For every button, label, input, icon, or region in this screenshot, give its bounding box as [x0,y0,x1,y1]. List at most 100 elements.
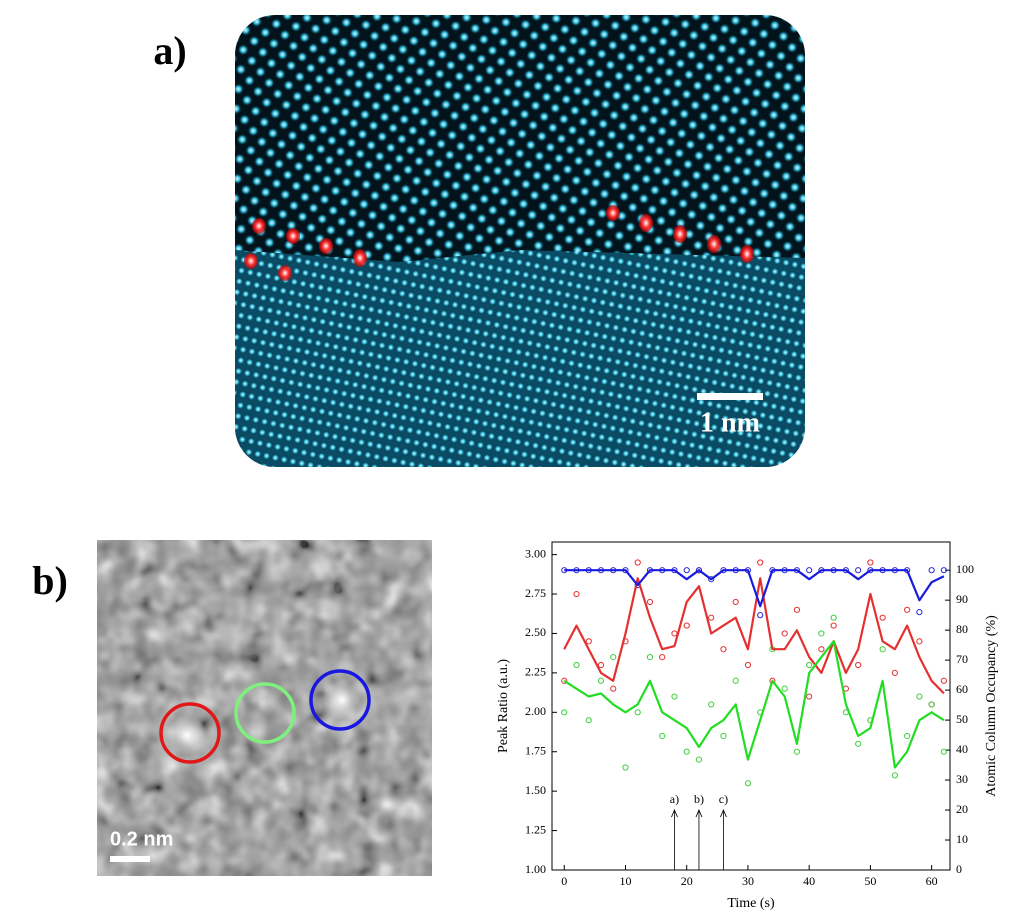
data-point [855,567,862,574]
data-point [928,701,935,708]
data-point [940,567,947,574]
series-line [563,640,945,769]
data-point [867,559,874,566]
y2-tick-label: 40 [956,742,968,756]
data-point [561,677,568,684]
data-point [830,614,837,621]
y-tick-label: 2.50 [525,625,546,639]
y-tick-label: 1.50 [525,783,546,797]
y2-tick-label: 90 [956,592,968,606]
annotation-label: a) [670,792,679,806]
scale-bar [697,393,763,400]
data-point [806,567,813,574]
annotation-label: c) [719,792,728,806]
y2-tick-label: 20 [956,802,968,816]
data-point [695,567,703,574]
data-point [708,576,715,583]
data-point [855,661,862,669]
y2-tick-label: 0 [956,862,962,876]
x-tick-label: 60 [926,874,938,888]
data-point [855,740,862,747]
data-point [793,748,801,755]
y-tick-label: 1.00 [525,862,546,876]
y2-tick-label: 100 [956,562,974,576]
data-point [646,654,654,661]
data-point [561,709,568,716]
data-point [793,606,801,613]
y2-tick-label: 80 [956,622,968,636]
y-tick-label: 1.25 [525,822,546,836]
x-tick-label: 0 [561,874,567,888]
y2-tick-label: 70 [956,652,968,666]
y2-tick-label: 10 [956,832,968,846]
y-tick-label: 3.00 [525,546,546,560]
y2-axis-title: Atomic Column Occupancy (%) [984,615,999,797]
arrow-head [671,809,678,818]
data-point [659,654,666,661]
arrow-head [695,809,703,818]
data-point [781,685,788,692]
data-point [916,638,923,645]
x-tick-label: 40 [803,874,815,888]
y-tick-label: 2.25 [525,665,546,679]
data-point [757,559,764,566]
data-point [744,661,752,669]
data-point [585,638,592,645]
y-tick-label: 2.00 [525,704,546,718]
data-point [806,693,813,700]
data-point [610,685,617,692]
data-point [879,614,886,621]
y-tick-label: 2.75 [525,586,546,600]
panel-b-image: 0.2 nm [97,540,432,876]
y2-tick-label: 60 [956,682,968,696]
x-tick-label: 10 [619,874,631,888]
data-point [720,646,727,653]
data-point [683,567,690,574]
data-point [573,590,580,598]
series-line [564,569,945,608]
panel-label: b) [32,558,68,603]
data-point [720,732,727,740]
data-point [806,661,813,669]
y2-tick-label: 30 [956,772,968,786]
data-point [634,709,641,716]
data-point [708,701,715,708]
data-point [891,772,898,779]
data-point [671,630,678,637]
data-point [940,677,947,684]
data-point [916,609,923,616]
scale-label: 1 nm [700,407,760,438]
data-point [879,646,886,653]
data-point [904,606,911,613]
panel-label: a) [153,28,186,73]
data-point [573,661,580,669]
y-axis-title: Peak Ratio (a.u.) [496,659,511,753]
data-point [891,669,898,676]
data-point [597,677,605,684]
data-point [610,654,617,661]
scale-bar [110,856,150,862]
data-point [757,612,764,619]
data-point [683,622,690,629]
series-line [563,577,945,695]
annotation-label: b) [694,792,704,806]
plot-frame [551,541,951,871]
data-point [597,661,605,669]
data-point [659,732,666,740]
red-atoms [244,205,754,281]
data-point [585,717,592,724]
data-point [818,646,825,653]
data-point [916,693,923,700]
data-point [744,780,752,787]
data-point [646,598,654,606]
data-point [830,622,837,629]
data-point [671,693,678,700]
chart: 0 10 20 30 40 50 60 1.00 1.25 1.50 1.75 2.00 2.25 2.5… [496,541,999,911]
x-axis-title: Time (s) [727,896,775,911]
data-point [695,756,703,763]
data-point [683,748,690,755]
data-point [622,764,629,771]
y-tick-label: 1.75 [525,743,546,757]
